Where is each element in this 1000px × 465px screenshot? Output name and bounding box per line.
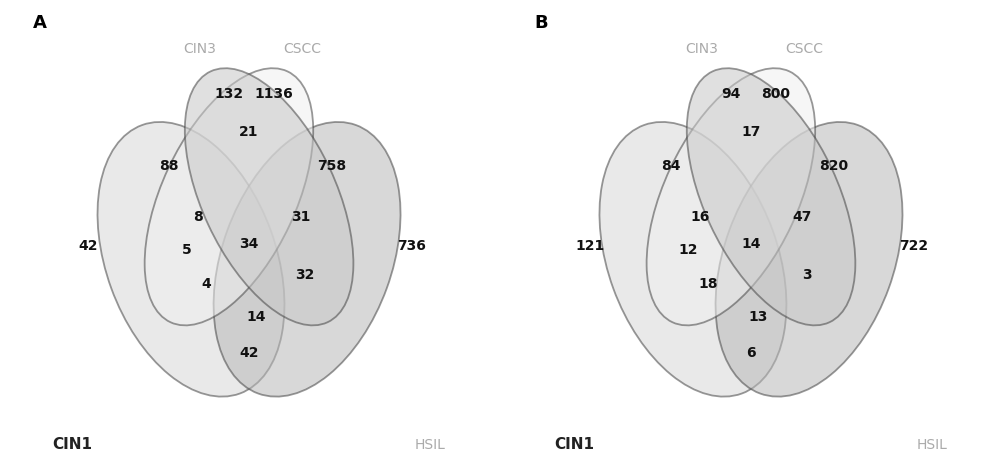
- Text: CIN1: CIN1: [53, 437, 93, 452]
- Text: 800: 800: [761, 87, 790, 101]
- Ellipse shape: [599, 122, 786, 397]
- Text: A: A: [33, 14, 46, 32]
- Text: 121: 121: [576, 239, 605, 253]
- Text: 42: 42: [79, 239, 98, 253]
- Text: 8: 8: [193, 210, 203, 224]
- Text: 12: 12: [679, 243, 698, 257]
- Text: 31: 31: [291, 210, 310, 224]
- Text: CIN3: CIN3: [685, 42, 718, 56]
- Ellipse shape: [214, 122, 401, 397]
- Ellipse shape: [185, 68, 353, 326]
- Text: CIN3: CIN3: [183, 42, 216, 56]
- Ellipse shape: [98, 122, 284, 397]
- Text: 47: 47: [793, 210, 812, 224]
- Text: 16: 16: [690, 210, 709, 224]
- Text: 722: 722: [899, 239, 928, 253]
- Text: 32: 32: [295, 268, 315, 282]
- Ellipse shape: [647, 68, 815, 326]
- Text: B: B: [534, 14, 548, 32]
- Text: 736: 736: [398, 239, 426, 253]
- Text: 13: 13: [748, 310, 767, 324]
- Ellipse shape: [716, 122, 902, 397]
- Text: 820: 820: [819, 159, 848, 173]
- Text: 21: 21: [239, 125, 259, 139]
- Ellipse shape: [687, 68, 855, 326]
- Text: 14: 14: [246, 310, 265, 324]
- Text: 1136: 1136: [254, 87, 293, 101]
- Text: 132: 132: [214, 87, 243, 101]
- Text: HSIL: HSIL: [415, 438, 445, 452]
- Text: 84: 84: [661, 159, 680, 173]
- Text: 6: 6: [746, 346, 756, 360]
- Text: CIN1: CIN1: [555, 437, 595, 452]
- Text: 3: 3: [802, 268, 812, 282]
- Ellipse shape: [145, 68, 313, 326]
- Text: 4: 4: [202, 277, 211, 291]
- Text: HSIL: HSIL: [917, 438, 947, 452]
- Text: 18: 18: [699, 277, 718, 291]
- Text: CSCC: CSCC: [284, 42, 322, 56]
- Text: 758: 758: [317, 159, 346, 173]
- Text: 94: 94: [721, 87, 741, 101]
- Text: 88: 88: [159, 159, 178, 173]
- Text: 34: 34: [239, 237, 259, 251]
- Text: 42: 42: [239, 346, 259, 360]
- Text: 17: 17: [741, 125, 761, 139]
- Text: 14: 14: [741, 237, 761, 251]
- Text: CSCC: CSCC: [786, 42, 824, 56]
- Text: 5: 5: [182, 243, 191, 257]
